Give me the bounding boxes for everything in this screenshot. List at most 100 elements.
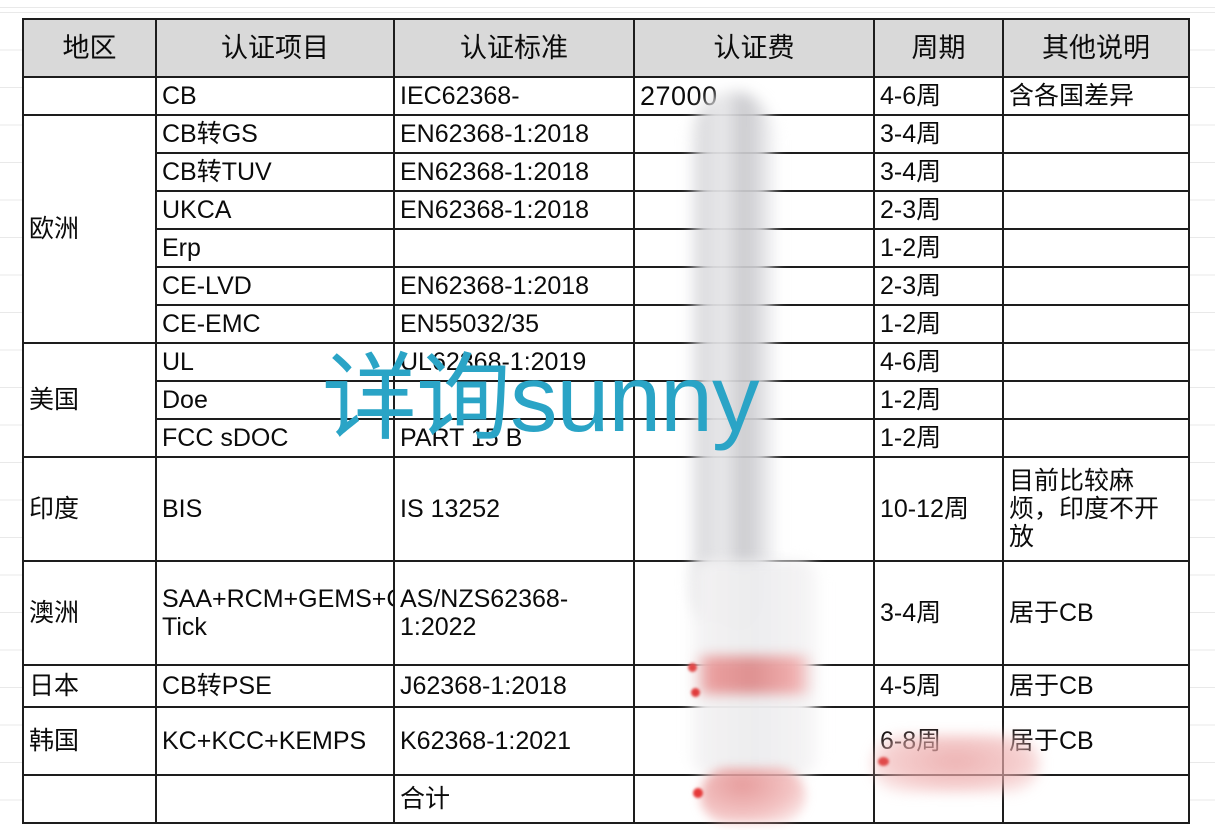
cell-notes[interactable] bbox=[1002, 190, 1190, 230]
cell-period[interactable]: 3-4周 bbox=[873, 152, 1004, 192]
cell-period[interactable] bbox=[873, 774, 1004, 824]
column-header-project[interactable]: 认证项目 bbox=[155, 18, 395, 78]
cell-project[interactable]: CE-LVD bbox=[155, 266, 395, 306]
cell-standard[interactable]: K62368-1:2021 bbox=[393, 706, 635, 776]
cell-fee[interactable] bbox=[633, 664, 875, 708]
cell-notes[interactable]: 居于CB bbox=[1002, 706, 1190, 776]
table-row[interactable]: Erp 1-2周 bbox=[23, 228, 1190, 268]
table-row[interactable]: CE-EMC EN55032/35 1-2周 bbox=[23, 304, 1190, 344]
cell-fee[interactable] bbox=[633, 114, 875, 154]
cell-period[interactable]: 1-2周 bbox=[873, 228, 1004, 268]
table-row-total[interactable]: 合计 bbox=[22, 774, 1190, 824]
table-row[interactable]: CB转TUV EN62368-1:2018 3-4周 bbox=[23, 152, 1190, 192]
table-row[interactable]: 欧洲 CB转GS EN62368-1:2018 3-4周 bbox=[22, 114, 1190, 344]
table-row[interactable]: CE-LVD EN62368-1:2018 2-3周 bbox=[23, 266, 1190, 306]
cell-notes[interactable] bbox=[1002, 304, 1190, 344]
cell-fee[interactable] bbox=[633, 304, 875, 344]
cell-fee[interactable] bbox=[633, 152, 875, 192]
cell-project[interactable]: SAA+RCM+GEMS+C-Tick bbox=[155, 560, 395, 666]
cell-period[interactable]: 1-2周 bbox=[873, 304, 1004, 344]
cell-standard[interactable]: EN62368-1:2018 bbox=[393, 114, 635, 154]
cell-fee[interactable] bbox=[633, 342, 875, 382]
cell-project[interactable]: BIS bbox=[155, 456, 395, 562]
cell-notes[interactable]: 目前比较麻烦，印度不开放 bbox=[1002, 456, 1190, 562]
cell-standard[interactable]: EN55032/35 bbox=[393, 304, 635, 344]
cell-period[interactable]: 1-2周 bbox=[873, 380, 1004, 420]
cell-fee[interactable] bbox=[633, 418, 875, 458]
column-header-fee[interactable]: 认证费 bbox=[633, 18, 875, 78]
cell-standard[interactable]: IEC62368- bbox=[393, 76, 635, 116]
column-header-region[interactable]: 地区 bbox=[22, 18, 157, 78]
table-row[interactable]: 澳洲 SAA+RCM+GEMS+C-Tick AS/NZS62368-1:202… bbox=[22, 560, 1190, 666]
cell-project[interactable]: CB转PSE bbox=[155, 664, 395, 708]
cell-notes[interactable] bbox=[1002, 774, 1190, 824]
cell-standard[interactable]: UL62368-1:2019 bbox=[393, 342, 635, 382]
table-row[interactable]: 美国 UL UL62368-1:2019 4-6周 bbox=[22, 342, 1190, 458]
cell-notes[interactable] bbox=[1002, 152, 1190, 192]
cell-project[interactable]: Erp bbox=[155, 228, 395, 268]
cell-notes[interactable] bbox=[1002, 114, 1190, 154]
cell-region-australia[interactable]: 澳洲 bbox=[22, 560, 157, 666]
cell-project[interactable]: FCC sDOC bbox=[155, 418, 395, 458]
table-row[interactable]: UKCA EN62368-1:2018 2-3周 bbox=[23, 190, 1190, 230]
cell-fee[interactable] bbox=[633, 380, 875, 420]
cell-standard[interactable]: EN62368-1:2018 bbox=[393, 152, 635, 192]
cell-fee[interactable] bbox=[633, 456, 875, 562]
cell-notes[interactable] bbox=[1002, 266, 1190, 306]
cell-project[interactable]: CB转TUV bbox=[155, 152, 395, 192]
cell-notes[interactable]: 居于CB bbox=[1002, 560, 1190, 666]
table-row[interactable]: 印度 BIS IS 13252 10-12周 目前比较麻烦，印度不开放 bbox=[22, 456, 1190, 562]
cell-fee[interactable] bbox=[633, 266, 875, 306]
cell-period[interactable]: 2-3周 bbox=[873, 266, 1004, 306]
cell-project[interactable]: UL bbox=[155, 342, 395, 382]
cell-project[interactable]: CB转GS bbox=[155, 114, 395, 154]
cell-period[interactable]: 3-4周 bbox=[873, 560, 1004, 666]
cell-notes[interactable] bbox=[1002, 228, 1190, 268]
cell-notes[interactable]: 居于CB bbox=[1002, 664, 1190, 708]
cell-fee[interactable] bbox=[633, 560, 875, 666]
cell-fee[interactable] bbox=[633, 228, 875, 268]
cell-notes[interactable]: 含各国差异 bbox=[1002, 76, 1190, 116]
cell-region-europe[interactable]: 欧洲 bbox=[22, 114, 157, 344]
cell-project[interactable]: KC+KCC+KEMPS bbox=[155, 706, 395, 776]
column-header-standard[interactable]: 认证标准 bbox=[393, 18, 635, 78]
cell-notes[interactable] bbox=[1002, 342, 1190, 382]
cell-period[interactable]: 3-4周 bbox=[873, 114, 1004, 154]
cell-project[interactable]: CB bbox=[155, 76, 395, 116]
cell-total-fee[interactable] bbox=[633, 774, 875, 824]
cell-region-korea[interactable]: 韩国 bbox=[22, 706, 157, 776]
cell-region-usa[interactable]: 美国 bbox=[22, 342, 157, 458]
cell-period[interactable]: 2-3周 bbox=[873, 190, 1004, 230]
cell-project[interactable]: UKCA bbox=[155, 190, 395, 230]
cell-standard[interactable]: EN62368-1:2018 bbox=[393, 266, 635, 306]
cell-project[interactable] bbox=[155, 774, 395, 824]
cell-period[interactable]: 4-6周 bbox=[873, 342, 1004, 382]
table-row[interactable]: FCC sDOC PART 15 B 1-2周 bbox=[23, 418, 1190, 458]
cell-standard[interactable]: EN62368-1:2018 bbox=[393, 190, 635, 230]
cell-standard[interactable]: IS 13252 bbox=[393, 456, 635, 562]
table-row[interactable]: CB IEC62368- 27000 4-6周 含各国差异 bbox=[22, 76, 1190, 116]
cell-standard[interactable]: PART 15 B bbox=[393, 418, 635, 458]
cell-region[interactable] bbox=[22, 76, 157, 116]
cell-fee[interactable] bbox=[633, 190, 875, 230]
cell-project[interactable]: Doe bbox=[155, 380, 395, 420]
cell-region[interactable] bbox=[22, 774, 157, 824]
table-row[interactable]: Doe 1-2周 bbox=[23, 380, 1190, 420]
cell-project[interactable]: CE-EMC bbox=[155, 304, 395, 344]
table-row[interactable]: 韩国 KC+KCC+KEMPS K62368-1:2021 6-8周 居于CB bbox=[22, 706, 1190, 776]
cell-fee[interactable]: 27000 bbox=[633, 76, 875, 116]
cell-period[interactable]: 4-6周 bbox=[873, 76, 1004, 116]
column-header-period[interactable]: 周期 bbox=[873, 18, 1004, 78]
cell-period[interactable]: 4-5周 bbox=[873, 664, 1004, 708]
cell-standard[interactable] bbox=[393, 228, 635, 268]
cell-standard[interactable]: J62368-1:2018 bbox=[393, 664, 635, 708]
cell-standard[interactable]: AS/NZS62368-1:2022 bbox=[393, 560, 635, 666]
cell-region-japan[interactable]: 日本 bbox=[22, 664, 157, 708]
cell-period[interactable]: 10-12周 bbox=[873, 456, 1004, 562]
cell-region-india[interactable]: 印度 bbox=[22, 456, 157, 562]
cell-notes[interactable] bbox=[1002, 380, 1190, 420]
table-row[interactable]: 日本 CB转PSE J62368-1:2018 4-5周 居于CB bbox=[22, 664, 1190, 708]
cell-standard[interactable] bbox=[393, 380, 635, 420]
cell-total-label[interactable]: 合计 bbox=[393, 774, 635, 824]
cell-fee[interactable] bbox=[633, 706, 875, 776]
